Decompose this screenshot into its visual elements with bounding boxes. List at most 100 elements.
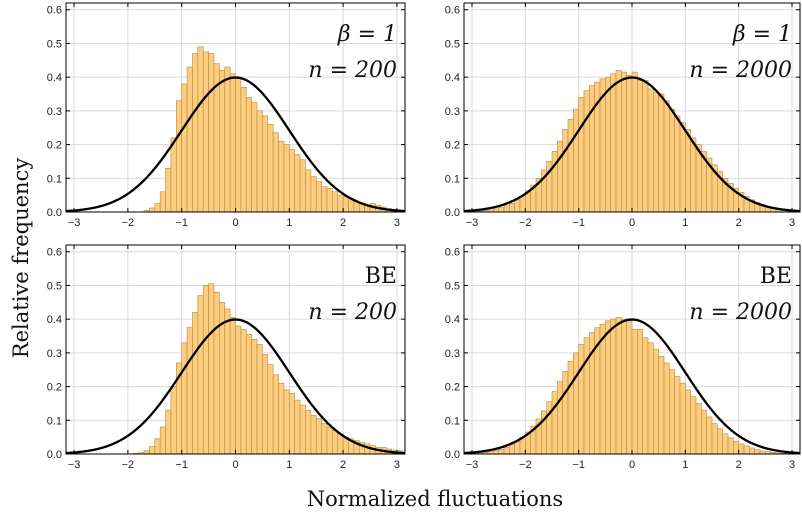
x-tick-label: −2 xyxy=(122,459,135,471)
histogram-bar xyxy=(621,318,627,454)
x-tick-label: −1 xyxy=(572,217,585,229)
histogram-bar xyxy=(749,447,755,454)
y-tick-label: 0.3 xyxy=(445,348,460,360)
histogram-bar xyxy=(332,430,339,454)
histogram-bar xyxy=(605,76,611,212)
y-tick-label: 0.5 xyxy=(47,280,62,292)
x-tick-label: 3 xyxy=(394,217,400,229)
histogram-bar xyxy=(213,291,220,454)
histogram-bar xyxy=(589,85,595,212)
histogram-bar xyxy=(251,102,258,212)
histogram-bar xyxy=(192,312,199,454)
histogram-bar xyxy=(653,92,659,212)
histogram-bar xyxy=(342,196,349,212)
histogram-bar xyxy=(567,360,574,454)
panel-label-line1: BE xyxy=(760,264,792,289)
histogram-bar xyxy=(305,409,312,454)
histogram-bar xyxy=(674,115,681,212)
y-tick-label: 0.0 xyxy=(47,207,62,219)
histogram-bar xyxy=(674,376,681,454)
histogram-bar xyxy=(679,122,686,212)
histogram-bar xyxy=(229,317,236,454)
histogram-bar xyxy=(557,140,563,212)
histogram-bar xyxy=(170,137,177,212)
histogram-bar xyxy=(727,437,734,454)
histogram-bar xyxy=(626,320,633,454)
histogram-bar xyxy=(192,53,199,212)
panel-bottom-left: −3 −2 −1 0 1 2 3 0.0 0.1 0.2 0.3 0.4 0.5 0.6 BE n = 200 xyxy=(47,244,406,471)
y-tick-label: 0.2 xyxy=(47,140,62,152)
histogram-bar xyxy=(663,100,670,212)
y-tick-label: 0.3 xyxy=(47,106,62,118)
histogram-bar xyxy=(202,51,209,212)
x-tick-label: 2 xyxy=(340,459,346,471)
histogram-bar xyxy=(631,71,638,212)
histogram-bar xyxy=(278,140,285,212)
y-tick-label: 0.2 xyxy=(445,382,460,394)
histogram-bar xyxy=(219,70,226,212)
histogram-bar xyxy=(299,404,306,454)
x-tick-label: 1 xyxy=(682,459,688,471)
histogram-bar xyxy=(283,144,290,212)
histogram-bars xyxy=(471,317,800,454)
histogram-bar xyxy=(149,446,156,454)
x-tick-label: 2 xyxy=(736,459,742,471)
histogram-bar xyxy=(197,46,204,212)
y-tick-label: 0.6 xyxy=(47,247,62,259)
x-tick-label: −3 xyxy=(466,459,479,471)
histogram-bar xyxy=(170,386,177,454)
histogram-bar xyxy=(615,317,622,454)
panel-label-line1: BE xyxy=(365,264,397,289)
histogram-bar xyxy=(272,132,279,212)
histogram-bar xyxy=(240,86,247,212)
x-tick-label: 3 xyxy=(394,459,400,471)
histogram-bar xyxy=(197,295,204,454)
histogram-bar xyxy=(353,201,360,212)
panel-label-line2: n = 200 xyxy=(308,300,397,325)
histogram-bar xyxy=(176,100,182,212)
histogram-bar xyxy=(165,167,172,212)
histogram-bar xyxy=(615,70,622,212)
x-tick-label: −2 xyxy=(519,459,532,471)
panel-label-line2: n = 2000 xyxy=(689,58,792,83)
x-axis-label: Normalized fluctuations xyxy=(307,487,563,511)
histogram-bars xyxy=(132,283,405,454)
x-tick-label: 1 xyxy=(682,217,688,229)
histogram-bar xyxy=(149,207,156,212)
histogram-bar xyxy=(154,438,161,454)
histogram-bar xyxy=(224,66,231,212)
panel-label-line2: n = 200 xyxy=(308,58,397,83)
normal-density-curve xyxy=(464,318,800,454)
x-tick-label: 2 xyxy=(340,217,346,229)
histogram-bar xyxy=(493,450,499,454)
histogram-bar xyxy=(294,399,301,454)
y-tick-label: 0.5 xyxy=(47,38,62,50)
histogram-bar xyxy=(706,416,713,454)
histogram-bar xyxy=(278,382,285,454)
histogram-bar xyxy=(658,93,665,212)
normal-density-curve xyxy=(464,76,800,212)
histogram-bar xyxy=(647,342,654,454)
y-tick-label: 0.4 xyxy=(445,72,460,84)
histogram-bar xyxy=(272,374,279,454)
histogram-bar xyxy=(605,320,611,454)
normal-density-curve xyxy=(66,76,405,212)
normal-density-curve xyxy=(66,318,405,454)
histogram-bar xyxy=(240,328,247,454)
panel-label-line1: β = 1 xyxy=(732,22,792,47)
x-tick-label: 3 xyxy=(789,459,795,471)
x-tick-label: −3 xyxy=(466,217,479,229)
y-tick-label: 0.2 xyxy=(47,382,62,394)
histogram-bar xyxy=(208,53,215,212)
histogram-bar xyxy=(235,76,242,212)
panel-bottom-right: −3 −2 −1 0 1 2 3 0.0 0.1 0.2 0.3 0.4 0.5 0.6 BE n = 200… xyxy=(445,244,801,471)
histogram-bar xyxy=(256,110,263,212)
histogram-bar xyxy=(642,80,649,212)
histogram-bar xyxy=(685,389,691,454)
histogram-bar xyxy=(321,423,328,454)
y-tick-label: 0.4 xyxy=(445,314,460,326)
histogram-bar xyxy=(573,108,579,212)
histogram-bar xyxy=(224,308,231,454)
histogram-bar xyxy=(208,283,215,454)
